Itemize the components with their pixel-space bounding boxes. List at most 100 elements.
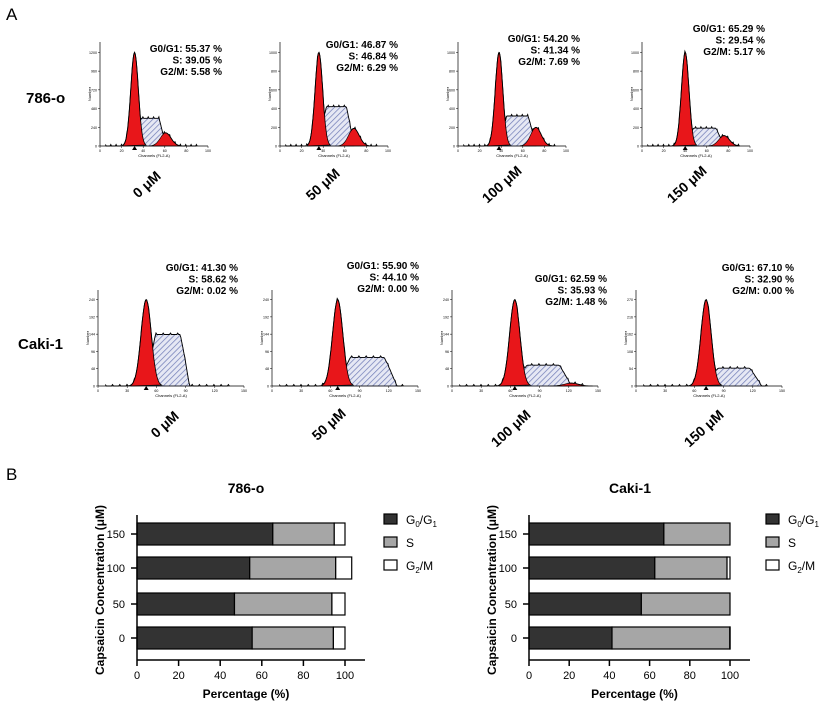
- histogram-x-tick-label: 60: [163, 149, 167, 153]
- histogram-marker-triangle: [316, 146, 322, 150]
- bar-segment-g0g1: [136, 522, 274, 546]
- histogram-y-label: Number: [445, 86, 450, 101]
- histogram-y-tick-label: 96: [265, 350, 269, 354]
- histogram-y-tick-label: 240: [443, 298, 449, 302]
- histogram-y-tick-label: 240: [91, 126, 97, 130]
- histogram-x-tick-label: 80: [364, 149, 368, 153]
- histogram-y-tick-label: 480: [91, 107, 97, 111]
- histogram-x-tick-label: 60: [692, 389, 696, 393]
- histogram-panel: 0 48 96 144 192 240 0 30 60 90 120 150 Channels (FL2…: [85, 263, 247, 441]
- histogram-y-tick-label: 1200: [89, 51, 97, 55]
- histogram-x-tick-label: 90: [358, 389, 362, 393]
- histogram-phase-percentage: G2/M: 6.29 %: [336, 63, 398, 74]
- histogram-panel: 0 240 480 720 960 1200 0 20 40 60 80 100 Channels (F…: [87, 42, 222, 201]
- histogram-x-tick-label: 80: [542, 149, 546, 153]
- histogram-y-tick-label: 96: [445, 350, 449, 354]
- histogram-y-tick-label: 240: [263, 298, 269, 302]
- bar-segment-g2m: [726, 556, 731, 580]
- histogram-y-tick-label: 48: [445, 367, 449, 371]
- histogram-dose-label: 150 μM: [664, 162, 710, 206]
- histogram-phase-percentage: G2/M: 1.48 %: [545, 297, 607, 308]
- bar-segment-g0g1: [528, 556, 656, 580]
- panel-label-b: B: [6, 465, 17, 484]
- histogram-x-tick-label: 0: [635, 389, 637, 393]
- y-tick-label: 0: [119, 633, 125, 645]
- stacked-bar-chart: Caki-1 0 50 100 150 0 20 40 60 80 100 Percentage (%…: [485, 480, 819, 701]
- histogram-y-tick-label: 0: [637, 145, 639, 149]
- histogram-y-tick-label: 800: [449, 70, 455, 74]
- histogram-x-tick-label: 20: [662, 149, 666, 153]
- histogram-y-tick-label: 1000: [269, 51, 277, 55]
- histogram-x-tick-label: 100: [385, 149, 391, 153]
- histogram-y-tick-label: 54: [629, 367, 633, 371]
- histogram-x-tick-label: 150: [415, 389, 421, 393]
- chart-title: 786-o: [228, 480, 265, 496]
- histogram-y-tick-label: 144: [443, 333, 449, 337]
- histogram-dose-label: 100 μM: [479, 162, 525, 206]
- histogram-dose-label: 50 μM: [303, 165, 343, 203]
- y-axis-label: Capsaicin Concentration (μM): [93, 505, 107, 675]
- histogram-x-tick-label: 80: [726, 149, 730, 153]
- histogram-y-tick-label: 144: [89, 333, 95, 337]
- histogram-x-tick-label: 120: [386, 389, 392, 393]
- histogram-y-label: Number: [87, 86, 92, 101]
- x-axis-label: Percentage (%): [203, 687, 290, 701]
- stacked-bar-chart: 786-o 0 50 100 150 0 20 40 60 80 100 Percentage (%)…: [93, 480, 437, 701]
- histogram-phase-percentage: S: 35.93 %: [558, 286, 608, 297]
- legend-label: G0/G1: [788, 513, 819, 529]
- histogram-x-tick-label: 0: [451, 389, 453, 393]
- bar-segment-g2m: [331, 592, 346, 616]
- histogram-y-tick-label: 600: [633, 88, 639, 92]
- histogram-phase-percentage: S: 39.05 %: [173, 56, 223, 67]
- histogram-x-label: Channels (FL2-A): [509, 393, 541, 398]
- histogram-y-tick-label: 108: [627, 350, 633, 354]
- histogram-x-tick-label: 100: [747, 149, 753, 153]
- histogram-y-tick-label: 1000: [631, 51, 639, 55]
- histogram-y-tick-label: 720: [91, 88, 97, 92]
- histogram-x-label: Channels (FL2-A): [318, 153, 350, 158]
- histogram-y-tick-label: 400: [633, 107, 639, 111]
- histogram-y-tick-label: 0: [453, 145, 455, 149]
- chart-title: Caki-1: [609, 480, 651, 496]
- histogram-y-label: Number: [439, 330, 444, 345]
- bar-segment-g0g1: [528, 522, 665, 546]
- histogram-x-tick-label: 100: [205, 149, 211, 153]
- histogram-y-tick-label: 800: [271, 70, 277, 74]
- histogram-x-tick-label: 30: [663, 389, 667, 393]
- x-tick-label: 100: [721, 670, 739, 682]
- histogram-y-tick-label: 192: [443, 315, 449, 319]
- bar-segment-g0g1: [528, 626, 613, 650]
- histogram-x-tick-label: 40: [321, 149, 325, 153]
- y-tick-label: 150: [499, 529, 517, 541]
- histogram-y-tick-label: 192: [89, 315, 95, 319]
- histogram-phase-percentage: S: 44.10 %: [370, 273, 420, 284]
- bar-segment-s: [663, 522, 731, 546]
- histogram-x-tick-label: 60: [521, 149, 525, 153]
- x-tick-label: 60: [256, 670, 268, 682]
- histogram-panel: 0 200 400 600 800 1000 0 20 40 60 80 100 Channels (F…: [445, 34, 580, 206]
- histogram-phase-percentage: G2/M: 0.00 %: [357, 284, 419, 295]
- histogram-marker-triangle: [132, 146, 138, 150]
- bar-segment-s: [611, 626, 731, 650]
- row-label-caki1: Caki-1: [18, 336, 63, 353]
- histogram-y-tick-label: 0: [631, 385, 633, 389]
- x-tick-label: 20: [563, 670, 575, 682]
- histogram-x-tick-label: 150: [241, 389, 247, 393]
- histogram-x-label: Channels (FL2-A): [693, 393, 725, 398]
- histogram-panel: 0 48 96 144 192 240 0 30 60 90 120 150 Channels (FL2…: [259, 261, 421, 444]
- histogram-x-tick-label: 0: [99, 149, 101, 153]
- histogram-marker-triangle: [682, 146, 688, 150]
- histogram-y-tick-label: 0: [95, 145, 97, 149]
- histogram-x-tick-label: 0: [457, 149, 459, 153]
- x-tick-label: 20: [172, 670, 184, 682]
- histogram-panel: 0 200 400 600 800 1000 0 20 40 60 80 100 Channels (F…: [267, 40, 398, 204]
- histogram-x-tick-label: 90: [538, 389, 542, 393]
- histogram-x-tick-label: 100: [563, 149, 569, 153]
- histogram-y-label: Number: [259, 330, 264, 345]
- bar-segment-g2m: [335, 556, 353, 580]
- x-axis-label: Percentage (%): [591, 687, 678, 701]
- histogram-y-tick-label: 400: [271, 107, 277, 111]
- histogram-x-tick-label: 40: [499, 149, 503, 153]
- histogram-x-tick-label: 150: [779, 389, 785, 393]
- histogram-x-tick-label: 120: [750, 389, 756, 393]
